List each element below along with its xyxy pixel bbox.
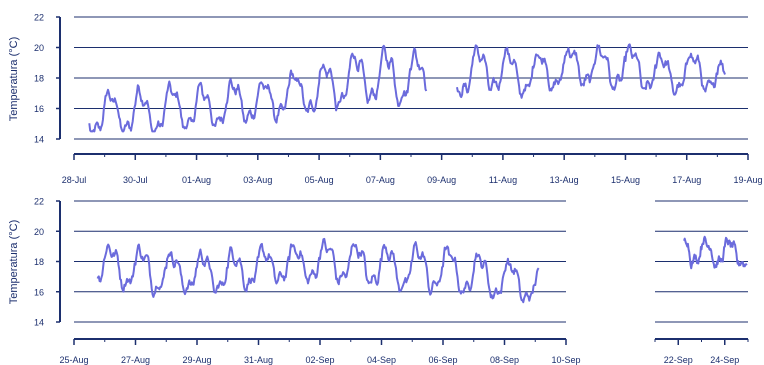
y-tick-label: 20 <box>34 43 44 53</box>
x-tick-label: 08-Sep <box>490 355 519 365</box>
chart-panel-bottom-right: 22-Sep 24-Sep <box>654 200 749 365</box>
chart-panel-bottom-left: 14 16 18 20 22 Temperatura (°C) 25-Aug 27-Aug 29… <box>8 197 581 365</box>
y-tick-label: 18 <box>34 74 44 84</box>
y-tick-label: 16 <box>34 287 44 297</box>
x-tick-label: 15-Aug <box>611 175 640 185</box>
x-tick-label: 19-Aug <box>733 175 762 185</box>
x-tick-label: 03-Aug <box>243 175 272 185</box>
x-tick-label: 24-Sep <box>710 355 739 365</box>
y-tick-label: 22 <box>34 13 44 23</box>
x-tick-label: 05-Aug <box>305 175 334 185</box>
x-tick-label: 09-Aug <box>427 175 456 185</box>
x-tick-label: 22-Sep <box>664 355 693 365</box>
y-axis-title: Temperatura (°C) <box>8 37 20 121</box>
temperature-series-line <box>456 43 726 99</box>
x-tick-label: 01-Aug <box>182 175 211 185</box>
x-tick-label: 13-Aug <box>550 175 579 185</box>
x-tick-label: 30-Jul <box>123 175 148 185</box>
x-tick-label: 02-Sep <box>305 355 334 365</box>
x-tick-label: 25-Aug <box>59 355 88 365</box>
x-tick-label: 04-Sep <box>367 355 396 365</box>
x-tick-label: 28-Jul <box>62 175 87 185</box>
y-tick-label: 14 <box>34 318 44 328</box>
x-tick-label: 06-Sep <box>428 355 457 365</box>
temperature-series-line <box>96 237 540 304</box>
x-tick-label: 31-Aug <box>244 355 273 365</box>
x-tick-label: 10-Sep <box>551 355 580 365</box>
chart-panel-top: 14 16 18 20 22 Temperatura (°C) 28-Jul 30-Jul 01… <box>8 13 763 186</box>
x-tick-label: 07-Aug <box>366 175 395 185</box>
x-tick-label: 17-Aug <box>672 175 701 185</box>
temperature-series-line <box>683 235 748 270</box>
y-tick-label: 16 <box>34 104 44 114</box>
y-axis-title: Temperatura (°C) <box>8 220 20 304</box>
temperature-series-line <box>88 44 428 133</box>
y-tick-label: 18 <box>34 257 44 267</box>
y-tick-label: 20 <box>34 227 44 237</box>
y-tick-label: 22 <box>34 197 44 207</box>
x-tick-label: 27-Aug <box>121 355 150 365</box>
x-tick-label: 11-Aug <box>489 175 517 185</box>
x-tick-label: 29-Aug <box>182 355 211 365</box>
y-tick-label: 14 <box>34 135 44 145</box>
